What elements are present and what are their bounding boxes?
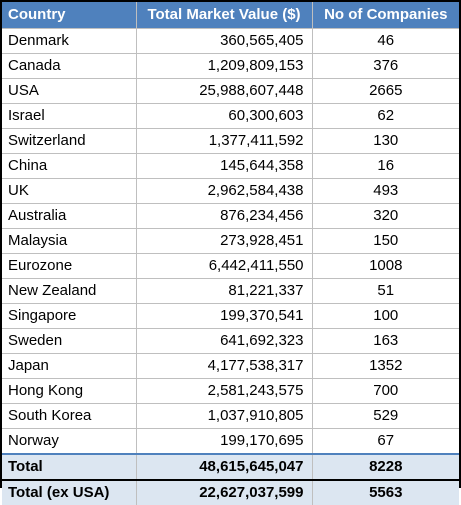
header-country[interactable]: Country bbox=[2, 2, 136, 29]
market-value-cell[interactable]: 60,300,603 bbox=[136, 104, 312, 129]
header-total-market-value[interactable]: Total Market Value ($) bbox=[136, 2, 312, 29]
country-cell[interactable]: Malaysia bbox=[2, 229, 136, 254]
company-count-cell[interactable]: 1352 bbox=[312, 354, 459, 379]
country-cell[interactable]: USA bbox=[2, 79, 136, 104]
market-value-cell[interactable]: 641,692,323 bbox=[136, 329, 312, 354]
total-ex-usa-count[interactable]: 5563 bbox=[312, 480, 459, 505]
company-count-cell[interactable]: 51 bbox=[312, 279, 459, 304]
market-value-cell[interactable]: 876,234,456 bbox=[136, 204, 312, 229]
market-value-cell[interactable]: 1,209,809,153 bbox=[136, 54, 312, 79]
market-value-cell[interactable]: 25,988,607,448 bbox=[136, 79, 312, 104]
country-cell[interactable]: Sweden bbox=[2, 329, 136, 354]
company-count-cell[interactable]: 1008 bbox=[312, 254, 459, 279]
total-value[interactable]: 48,615,645,047 bbox=[136, 454, 312, 480]
country-cell[interactable]: Norway bbox=[2, 429, 136, 455]
country-cell[interactable]: Japan bbox=[2, 354, 136, 379]
total-ex-usa-value[interactable]: 22,627,037,599 bbox=[136, 480, 312, 505]
market-value-cell[interactable]: 1,037,910,805 bbox=[136, 404, 312, 429]
country-cell[interactable]: China bbox=[2, 154, 136, 179]
total-count[interactable]: 8228 bbox=[312, 454, 459, 480]
header-no-of-companies[interactable]: No of Companies bbox=[312, 2, 459, 29]
country-cell[interactable]: South Korea bbox=[2, 404, 136, 429]
company-count-cell[interactable]: 320 bbox=[312, 204, 459, 229]
market-value-cell[interactable]: 273,928,451 bbox=[136, 229, 312, 254]
market-value-cell[interactable]: 1,377,411,592 bbox=[136, 129, 312, 154]
company-count-cell[interactable]: 163 bbox=[312, 329, 459, 354]
spreadsheet-table-container: Country Total Market Value ($) No of Com… bbox=[0, 0, 461, 488]
company-count-cell[interactable]: 46 bbox=[312, 29, 459, 54]
market-value-cell[interactable]: 2,581,243,575 bbox=[136, 379, 312, 404]
company-count-cell[interactable]: 376 bbox=[312, 54, 459, 79]
company-count-cell[interactable]: 2665 bbox=[312, 79, 459, 104]
country-cell[interactable]: Canada bbox=[2, 54, 136, 79]
company-count-cell[interactable]: 529 bbox=[312, 404, 459, 429]
company-count-cell[interactable]: 16 bbox=[312, 154, 459, 179]
country-cell[interactable]: Switzerland bbox=[2, 129, 136, 154]
market-value-cell[interactable]: 6,442,411,550 bbox=[136, 254, 312, 279]
market-value-cell[interactable]: 2,962,584,438 bbox=[136, 179, 312, 204]
market-value-cell[interactable]: 145,644,358 bbox=[136, 154, 312, 179]
country-cell[interactable]: Eurozone bbox=[2, 254, 136, 279]
country-cell[interactable]: Denmark bbox=[2, 29, 136, 54]
country-cell[interactable]: Australia bbox=[2, 204, 136, 229]
country-cell[interactable]: Hong Kong bbox=[2, 379, 136, 404]
company-count-cell[interactable]: 100 bbox=[312, 304, 459, 329]
market-value-cell[interactable]: 360,565,405 bbox=[136, 29, 312, 54]
market-value-cell[interactable]: 199,170,695 bbox=[136, 429, 312, 455]
country-cell[interactable]: New Zealand bbox=[2, 279, 136, 304]
country-cell[interactable]: Singapore bbox=[2, 304, 136, 329]
country-cell[interactable]: Israel bbox=[2, 104, 136, 129]
company-count-cell[interactable]: 67 bbox=[312, 429, 459, 455]
total-label[interactable]: Total bbox=[2, 454, 136, 480]
company-count-cell[interactable]: 62 bbox=[312, 104, 459, 129]
country-cell[interactable]: UK bbox=[2, 179, 136, 204]
total-row[interactable]: Total 48,615,645,047 8228 bbox=[2, 454, 459, 480]
market-value-cell[interactable]: 4,177,538,317 bbox=[136, 354, 312, 379]
company-count-cell[interactable]: 493 bbox=[312, 179, 459, 204]
header-row: Country Total Market Value ($) No of Com… bbox=[2, 2, 459, 29]
company-count-cell[interactable]: 130 bbox=[312, 129, 459, 154]
market-value-cell[interactable]: 81,221,337 bbox=[136, 279, 312, 304]
table-header: Country Total Market Value ($) No of Com… bbox=[2, 2, 459, 29]
company-count-cell[interactable]: 700 bbox=[312, 379, 459, 404]
total-ex-usa-row[interactable]: Total (ex USA) 22,627,037,599 5563 bbox=[2, 480, 459, 505]
market-value-cell[interactable]: 199,370,541 bbox=[136, 304, 312, 329]
total-ex-usa-label[interactable]: Total (ex USA) bbox=[2, 480, 136, 505]
company-count-cell[interactable]: 150 bbox=[312, 229, 459, 254]
